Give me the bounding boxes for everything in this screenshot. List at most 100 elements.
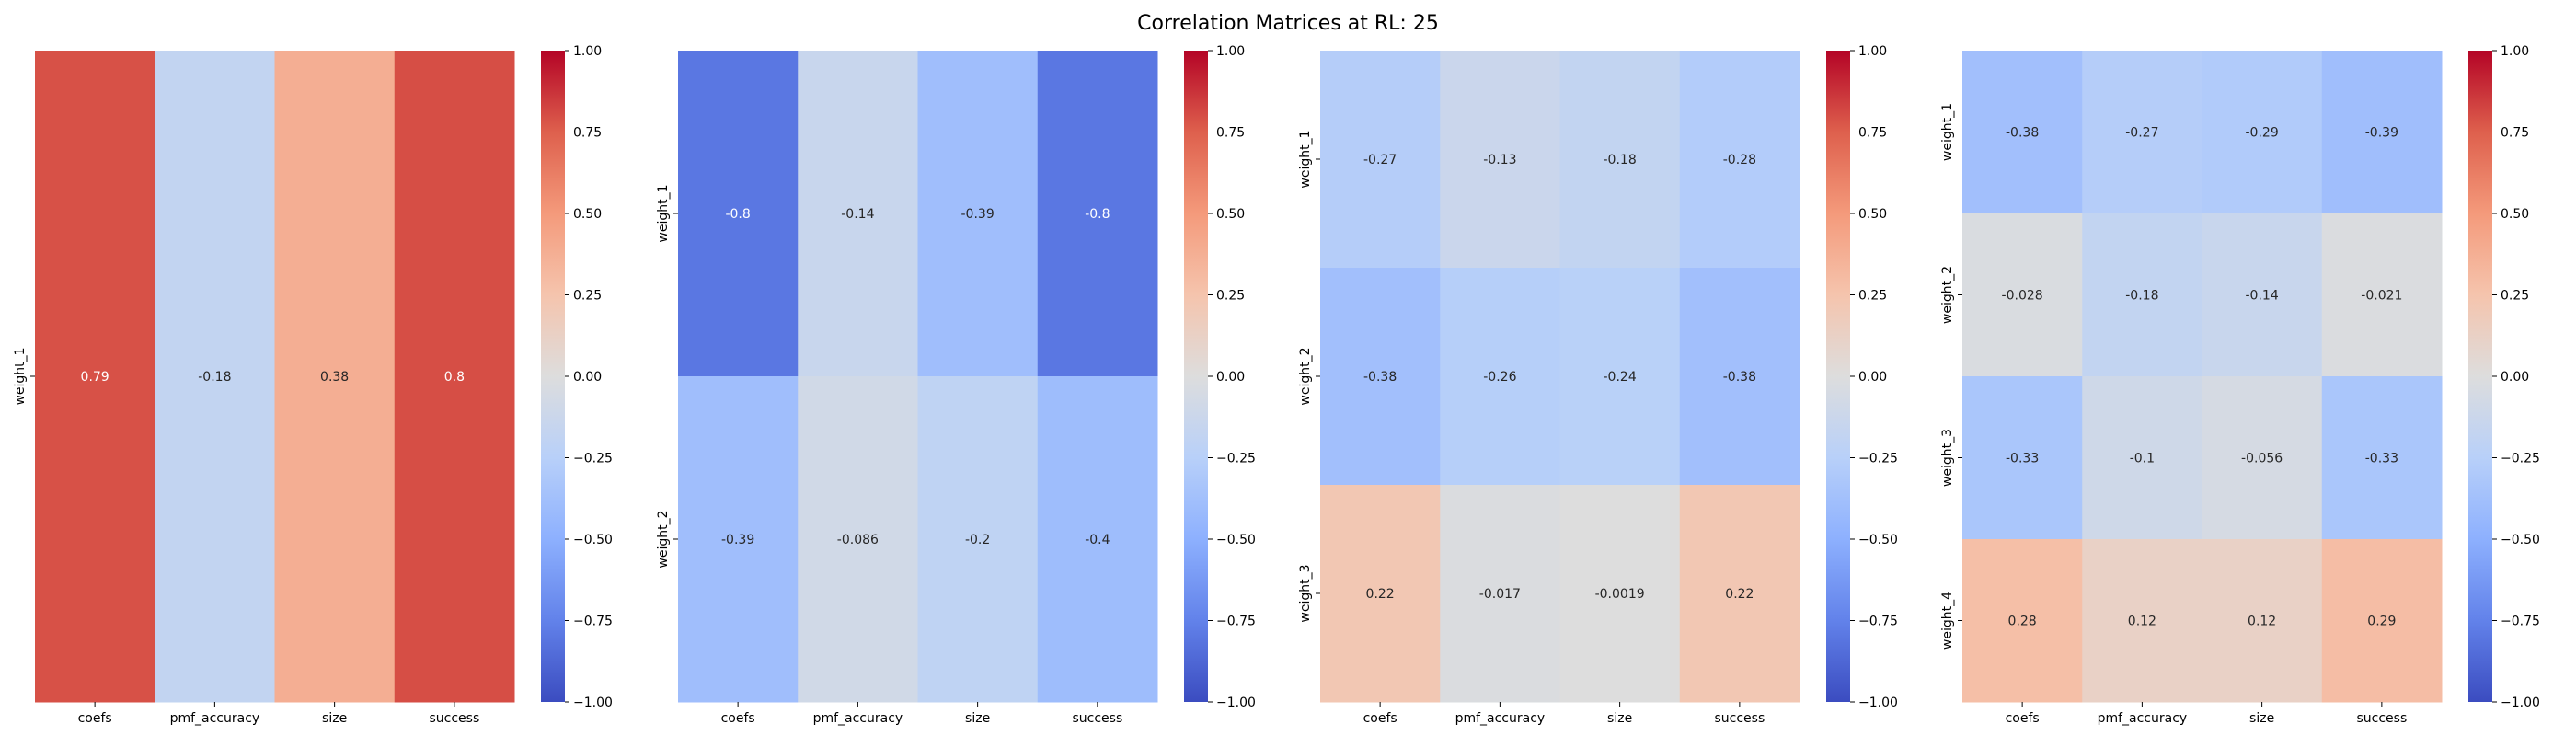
heatmap-cell <box>1679 485 1800 703</box>
cell-value-label: -0.017 <box>1479 587 1521 602</box>
cell-value-label: -0.13 <box>1483 153 1516 167</box>
heatmap-cell <box>2082 213 2202 377</box>
x-tick-label: size <box>965 711 990 726</box>
heatmap-cell <box>917 376 1039 703</box>
colorbar-tick-label: 1.00 <box>1858 44 1887 59</box>
cell-value-label: -0.8 <box>1085 207 1110 222</box>
heatmap-cell <box>678 376 799 703</box>
heatmap-cell <box>1440 51 1560 269</box>
colorbar-tick-label: −1.00 <box>1216 696 1256 710</box>
colorbar-tick-label: −0.75 <box>1216 615 1256 629</box>
heatmap-cell <box>1559 51 1681 269</box>
heatmap-cell <box>2321 51 2443 214</box>
cell-value-label: -0.33 <box>2365 452 2398 466</box>
heatmap-cell <box>798 51 918 377</box>
cell-value-label: 0.22 <box>1725 587 1754 602</box>
heatmap-cell <box>1440 485 1560 703</box>
heatmap-cell <box>2202 539 2323 703</box>
cell-value-label: -0.27 <box>2125 126 2158 141</box>
cell-value-label: -0.38 <box>1723 370 1756 385</box>
x-tick-label: coefs <box>721 711 755 726</box>
cell-value-label: -0.056 <box>2241 452 2283 466</box>
colorbar-tick-label: 0.75 <box>1858 126 1887 141</box>
colorbar-tick-label: −0.25 <box>1216 452 1256 466</box>
heatmap-cell <box>1679 268 1800 486</box>
x-tick-label: success <box>1714 711 1765 726</box>
colorbar-tick-label: 0.00 <box>2501 370 2529 385</box>
heatmap-cell <box>2321 376 2443 540</box>
cell-value-label: 0.12 <box>2128 615 2156 629</box>
colorbar-tick-label: 0.00 <box>1858 370 1887 385</box>
colorbar <box>1184 51 1208 702</box>
colorbar-tick-label: −1.00 <box>1858 696 1898 710</box>
colorbar-tick-label: 0.25 <box>573 289 602 304</box>
y-tick-label: weight_1 <box>1940 103 1955 161</box>
cell-value-label: -0.39 <box>2365 126 2398 141</box>
heatmap-cell <box>1962 51 2083 214</box>
heatmap-cell <box>1320 268 1441 486</box>
cell-value-label: -0.26 <box>1483 370 1516 385</box>
colorbar-tick-label: 0.75 <box>2501 126 2529 141</box>
x-tick-label: coefs <box>78 711 112 726</box>
heatmap-cell <box>1962 213 2083 377</box>
heatmap-cell <box>798 376 918 703</box>
cell-value-label: -0.39 <box>721 533 754 547</box>
cell-value-label: -0.18 <box>198 370 231 385</box>
heatmap-cell <box>1559 268 1681 486</box>
cell-value-label: 0.12 <box>2248 615 2276 629</box>
colorbar-tick-label: 0.75 <box>573 126 602 141</box>
x-tick-label: success <box>1072 711 1122 726</box>
heatmap-panel-1: 0.79 -0.18 0.38 0.8 coefs pmf_accuracy size suc… <box>13 44 613 726</box>
heatmap-cell <box>1320 485 1441 703</box>
cell-value-label: -0.1 <box>2130 452 2155 466</box>
heatmap-cell <box>1320 51 1441 269</box>
colorbar-tick-label: −0.25 <box>573 452 613 466</box>
y-tick-label: weight_1 <box>656 184 671 242</box>
cell-value-label: 0.22 <box>1366 587 1395 602</box>
colorbar-tick-label: 0.50 <box>2501 207 2529 222</box>
heatmap-cell <box>155 51 275 703</box>
cell-value-label: -0.8 <box>725 207 750 222</box>
heatmap-cell <box>1679 51 1800 269</box>
x-tick-label: size <box>1607 711 1632 726</box>
heatmap-cell <box>274 51 396 703</box>
cell-value-label: -0.18 <box>1604 153 1637 167</box>
y-tick-label: weight_3 <box>1298 564 1313 622</box>
cell-value-label: -0.33 <box>2006 452 2039 466</box>
colorbar-tick-label: −0.50 <box>1216 533 1256 547</box>
colorbar-tick-label: 0.25 <box>1216 289 1245 304</box>
cell-value-label: -0.4 <box>1085 533 1110 547</box>
cell-value-label: -0.028 <box>2002 289 2043 304</box>
cell-value-label: -0.18 <box>2125 289 2158 304</box>
x-tick-label: coefs <box>1363 711 1397 726</box>
heatmap-cell <box>2082 539 2202 703</box>
colorbar-tick-label: −0.50 <box>2501 533 2540 547</box>
heatmap-panel-2: -0.8 -0.14 -0.39 -0.8 -0.39 -0.086 -0.2 -0.4 coe… <box>656 44 1256 726</box>
y-tick-label: weight_2 <box>656 510 671 568</box>
y-tick-label: weight_1 <box>13 347 28 405</box>
heatmap-cell <box>678 51 799 377</box>
colorbar-tick-label: −1.00 <box>573 696 613 710</box>
colorbar-tick-label: −0.50 <box>1858 533 1898 547</box>
colorbar-tick-label: 1.00 <box>1216 44 1245 59</box>
colorbar-tick-label: 1.00 <box>573 44 602 59</box>
cell-value-label: -0.38 <box>1363 370 1397 385</box>
x-tick-label: success <box>2356 711 2407 726</box>
heatmap-cell <box>1962 376 2083 540</box>
colorbar-tick-label: 0.50 <box>1216 207 1245 222</box>
cell-value-label: -0.14 <box>841 207 874 222</box>
cell-value-label: 0.8 <box>444 370 465 385</box>
y-tick-label: weight_3 <box>1940 429 1955 487</box>
cell-value-label: -0.28 <box>1723 153 1756 167</box>
cell-value-label: -0.0019 <box>1595 587 1645 602</box>
y-tick-label: weight_2 <box>1940 266 1955 324</box>
figure-title: Correlation Matrices at RL: 25 <box>1137 12 1439 35</box>
cell-value-label: 0.79 <box>81 370 109 385</box>
x-tick-label: pmf_accuracy <box>813 711 903 726</box>
y-tick-label: weight_4 <box>1940 592 1955 650</box>
heatmap-cell <box>1440 268 1560 486</box>
colorbar-tick-label: 0.25 <box>2501 289 2529 304</box>
heatmap-cell <box>1962 539 2083 703</box>
heatmap-cell <box>2202 376 2323 540</box>
